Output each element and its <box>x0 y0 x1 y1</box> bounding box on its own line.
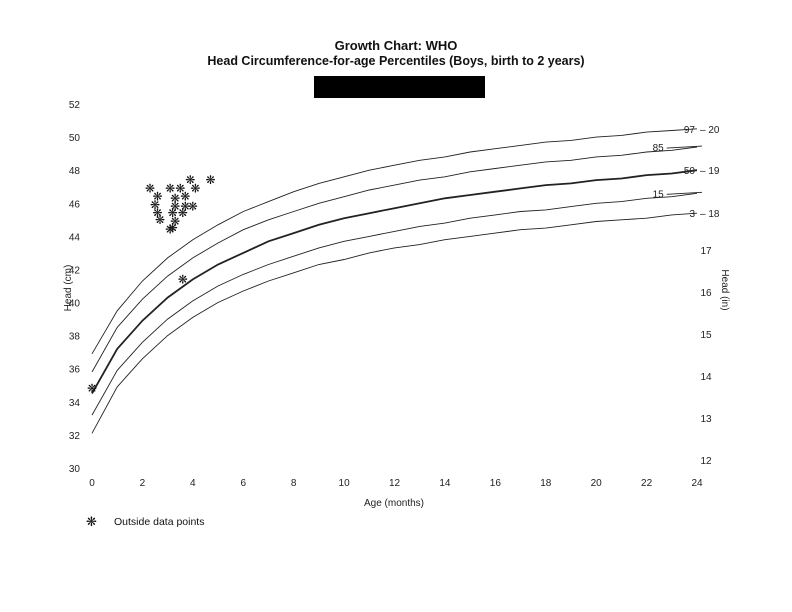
outside-data-point: ❋ <box>178 206 188 220</box>
outside-data-point: ❋ <box>150 198 160 212</box>
x-tick-label: 10 <box>339 478 351 489</box>
percentile-label-3: 3 <box>689 209 695 220</box>
y-tick-label: 36 <box>69 365 81 376</box>
outside-data-point: ❋ <box>87 382 97 396</box>
outside-data-point: ❋ <box>168 221 178 235</box>
outside-data-point: ❋ <box>153 190 163 204</box>
percentile-curve-85 <box>91 146 698 373</box>
outside-data-point: ❋ <box>178 272 188 286</box>
y-right-axis-label: Head (in) <box>719 269 730 310</box>
percentile-label-15: 15 <box>653 189 665 200</box>
outside-data-point: ❋ <box>205 173 215 187</box>
percentile-label-85: 85 <box>653 143 665 154</box>
outside-data-point: ❋ <box>180 190 190 204</box>
y-right-tick-label: 13 <box>700 414 712 425</box>
y-tick-label: 52 <box>69 100 81 111</box>
y-right-tick-label: 16 <box>700 288 712 299</box>
y-axis-label: Head (cm) <box>63 265 74 312</box>
percentile-curve-50 <box>91 169 698 394</box>
x-tick-label: 18 <box>540 478 552 489</box>
redacted-box <box>314 76 485 98</box>
x-tick-label: 14 <box>439 478 451 489</box>
y-right-tick-label: – 20 <box>700 125 720 136</box>
x-tick-label: 8 <box>291 478 297 489</box>
y-right-tick-label: – 19 <box>700 166 720 177</box>
chart-title: Growth Chart: WHO <box>334 38 458 53</box>
y-tick-label: 46 <box>69 199 81 210</box>
x-tick-label: 6 <box>240 478 246 489</box>
outside-data-point: ❋ <box>185 173 195 187</box>
y-right-tick-label: 12 <box>700 456 712 467</box>
y-right-tick-label: – 18 <box>700 209 720 220</box>
outside-data-point: ❋ <box>165 223 175 237</box>
y-tick-label: 40 <box>69 299 81 310</box>
y-right-tick-label: 15 <box>700 330 712 341</box>
outside-data-point: ❋ <box>190 181 200 195</box>
x-tick-label: 20 <box>591 478 603 489</box>
x-tick-label: 22 <box>641 478 653 489</box>
y-tick-label: 42 <box>69 265 81 276</box>
outside-data-point: ❋ <box>145 181 155 195</box>
y-tick-label: 50 <box>69 133 81 144</box>
outside-data-point: ❋ <box>170 200 180 214</box>
y-right-tick-label: 14 <box>700 372 712 383</box>
x-tick-label: 2 <box>140 478 146 489</box>
x-tick-label: 24 <box>691 478 703 489</box>
x-tick-label: 12 <box>389 478 401 489</box>
y-tick-label: 38 <box>69 332 81 343</box>
y-right-tick-label: 17 <box>700 246 712 257</box>
y-tick-label: 34 <box>69 398 81 409</box>
outside-data-point: ❋ <box>165 181 175 195</box>
outside-data-point: ❋ <box>153 206 163 220</box>
percentile-label-50: 50 <box>684 166 696 177</box>
asterisk-marker-icon: ❋ <box>86 514 97 529</box>
x-axis-label: Age (months) <box>364 498 424 509</box>
y-tick-label: 32 <box>69 431 81 442</box>
chart-subtitle: Head Circumference-for-age Percentiles (… <box>207 54 585 68</box>
y-tick-label: 48 <box>69 166 81 177</box>
outside-data-point: ❋ <box>155 213 165 227</box>
x-tick-label: 0 <box>89 478 95 489</box>
percentile-curve-15 <box>91 192 698 416</box>
x-tick-label: 4 <box>190 478 196 489</box>
outside-data-point: ❋ <box>188 200 198 214</box>
percentile-curve-97 <box>91 128 698 355</box>
outside-data-point: ❋ <box>168 206 178 220</box>
percentile-curve-3 <box>91 212 698 434</box>
outside-data-point: ❋ <box>180 200 190 214</box>
legend-label: Outside data points <box>114 516 205 528</box>
legend: ❋ Outside data points <box>86 514 204 530</box>
percentile-label-97: 97 <box>684 125 696 136</box>
outside-data-point: ❋ <box>170 214 180 228</box>
outside-data-point: ❋ <box>170 191 180 205</box>
outside-data-point: ❋ <box>175 181 185 195</box>
x-tick-label: 16 <box>490 478 502 489</box>
y-tick-label: 44 <box>69 232 81 243</box>
y-tick-label: 30 <box>69 464 81 475</box>
